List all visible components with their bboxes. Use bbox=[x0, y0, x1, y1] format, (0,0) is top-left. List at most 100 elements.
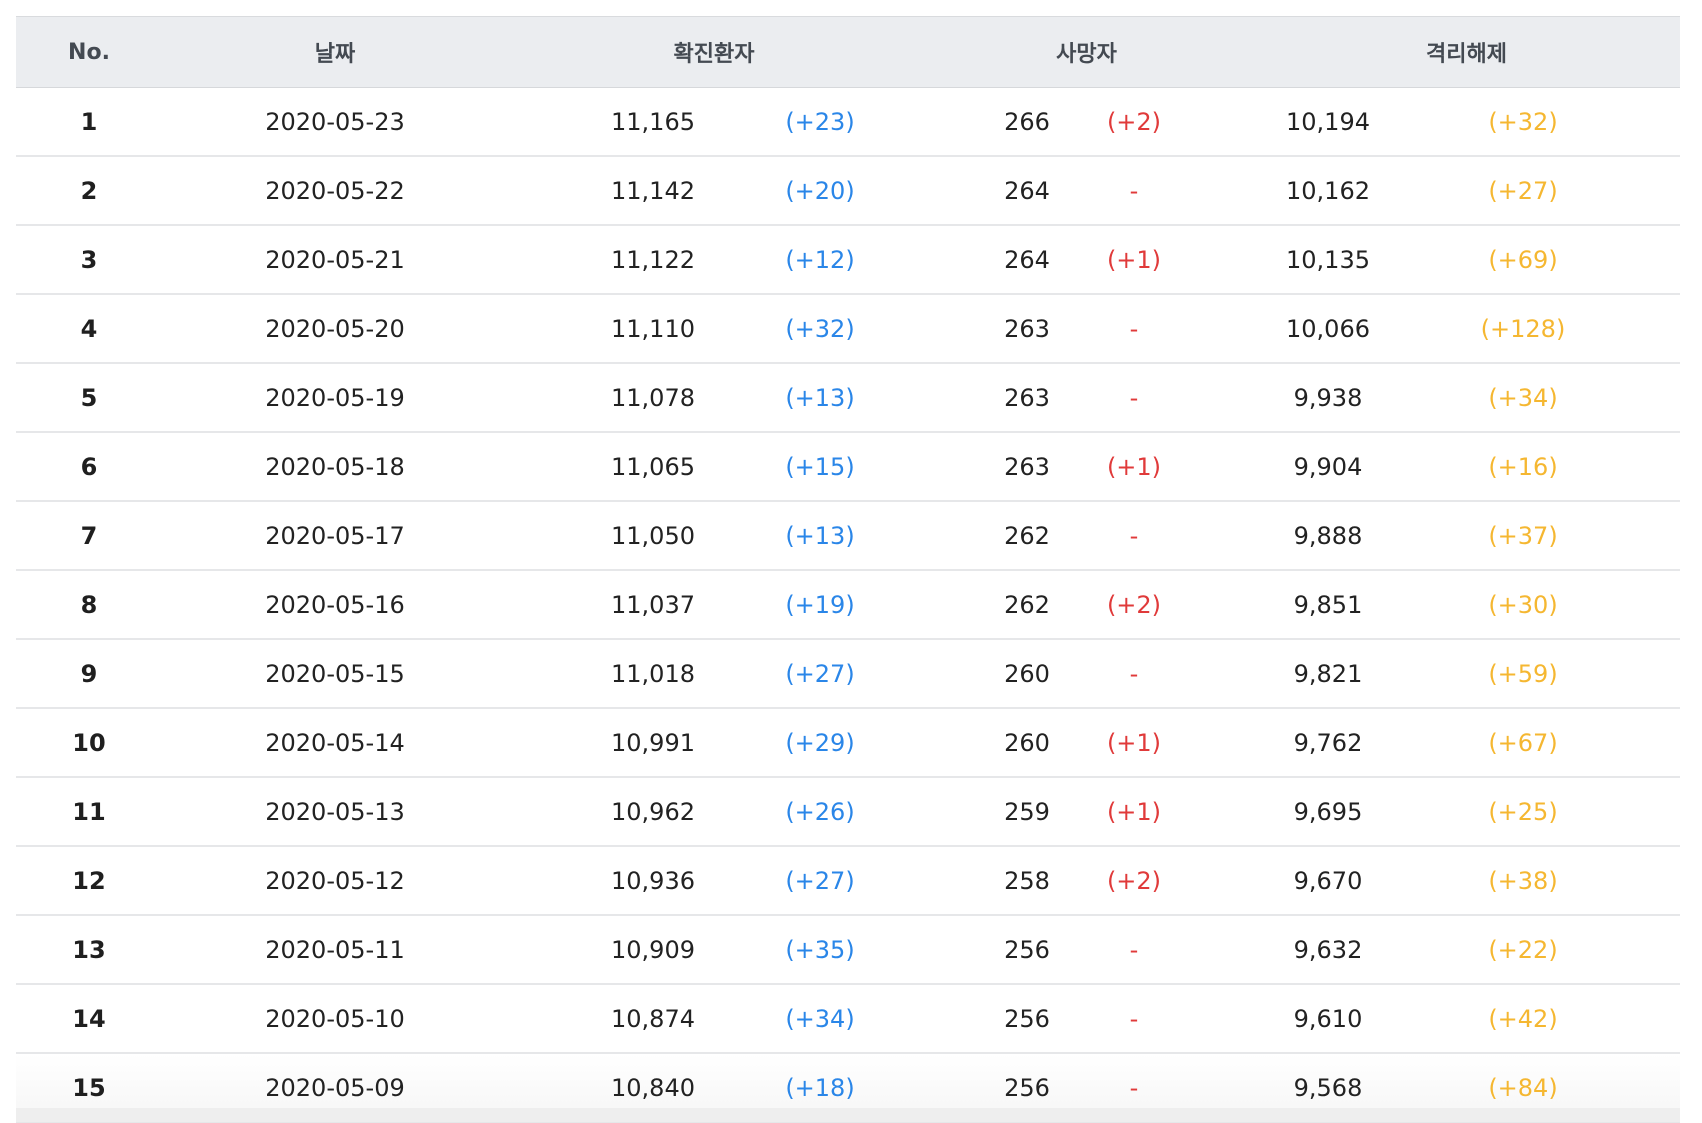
row-deaths-cell: 256 - bbox=[920, 936, 1253, 964]
deaths-delta: - bbox=[1129, 383, 1139, 412]
row-date: 2020-05-12 bbox=[265, 866, 405, 895]
row-no: 9 bbox=[80, 659, 98, 688]
table-row[interactable]: 5 2020-05-19 11,078 (+13) 263 - 9,938 (+… bbox=[16, 364, 1680, 433]
table-body: 1 2020-05-23 11,165 (+23) 266 (+2) 10,19… bbox=[16, 88, 1680, 1123]
confirmed-value: 10,874 bbox=[611, 1004, 695, 1033]
header-confirmed[interactable]: 확진환자 bbox=[673, 42, 755, 67]
row-no: 15 bbox=[72, 1073, 106, 1102]
row-confirmed-cell: 10,936 (+27) bbox=[508, 867, 920, 895]
table-row[interactable]: 6 2020-05-18 11,065 (+15) 263 (+1) 9,904… bbox=[16, 433, 1680, 502]
confirmed-delta: (+23) bbox=[785, 107, 855, 136]
confirmed-value: 11,122 bbox=[611, 245, 695, 274]
row-deaths-cell: 262 - bbox=[920, 522, 1253, 550]
row-released-cell: 9,904 (+16) bbox=[1253, 453, 1680, 481]
header-deaths[interactable]: 사망자 bbox=[1056, 42, 1117, 67]
confirmed-delta: (+13) bbox=[785, 383, 855, 412]
released-delta: (+67) bbox=[1488, 728, 1558, 757]
released-value: 10,194 bbox=[1286, 107, 1370, 136]
row-released-cell: 9,568 (+84) bbox=[1253, 1074, 1680, 1102]
released-value: 10,066 bbox=[1286, 314, 1370, 343]
row-no: 10 bbox=[72, 728, 106, 757]
confirmed-delta: (+32) bbox=[785, 314, 855, 343]
deaths-delta: (+1) bbox=[1106, 728, 1162, 757]
row-date: 2020-05-14 bbox=[265, 728, 405, 757]
table-row[interactable]: 2 2020-05-22 11,142 (+20) 264 - 10,162 (… bbox=[16, 157, 1680, 226]
row-confirmed-cell: 11,078 (+13) bbox=[508, 384, 920, 412]
row-released-cell: 9,695 (+25) bbox=[1253, 798, 1680, 826]
table-row[interactable]: 4 2020-05-20 11,110 (+32) 263 - 10,066 (… bbox=[16, 295, 1680, 364]
table-row[interactable]: 7 2020-05-17 11,050 (+13) 262 - 9,888 (+… bbox=[16, 502, 1680, 571]
deaths-delta: - bbox=[1129, 659, 1139, 688]
released-value: 9,851 bbox=[1293, 590, 1363, 619]
deaths-delta: - bbox=[1129, 1073, 1139, 1102]
row-released-cell: 9,938 (+34) bbox=[1253, 384, 1680, 412]
row-no: 2 bbox=[80, 176, 98, 205]
header-no[interactable]: No. bbox=[68, 39, 110, 65]
deaths-value: 256 bbox=[1004, 935, 1050, 964]
covid-stats-table: No. 날짜 확진환자 사망자 격리해제 1 2020-05-23 11,165… bbox=[16, 16, 1680, 1123]
table-row[interactable]: 10 2020-05-14 10,991 (+29) 260 (+1) 9,76… bbox=[16, 709, 1680, 778]
confirmed-value: 10,840 bbox=[611, 1073, 695, 1102]
row-no: 5 bbox=[80, 383, 98, 412]
table-header: No. 날짜 확진환자 사망자 격리해제 bbox=[16, 16, 1680, 88]
table-row[interactable]: 12 2020-05-12 10,936 (+27) 258 (+2) 9,67… bbox=[16, 847, 1680, 916]
table-row[interactable]: 14 2020-05-10 10,874 (+34) 256 - 9,610 (… bbox=[16, 985, 1680, 1054]
deaths-value: 266 bbox=[1004, 107, 1050, 136]
row-released-cell: 9,762 (+67) bbox=[1253, 729, 1680, 757]
confirmed-delta: (+18) bbox=[785, 1073, 855, 1102]
row-date: 2020-05-09 bbox=[265, 1073, 405, 1102]
deaths-delta: (+1) bbox=[1106, 245, 1162, 274]
row-deaths-cell: 260 - bbox=[920, 660, 1253, 688]
header-released[interactable]: 격리해제 bbox=[1426, 42, 1507, 67]
table-row[interactable]: 1 2020-05-23 11,165 (+23) 266 (+2) 10,19… bbox=[16, 88, 1680, 157]
deaths-value: 264 bbox=[1004, 176, 1050, 205]
row-date: 2020-05-10 bbox=[265, 1004, 405, 1033]
row-confirmed-cell: 11,018 (+27) bbox=[508, 660, 920, 688]
confirmed-delta: (+12) bbox=[785, 245, 855, 274]
row-released-cell: 9,610 (+42) bbox=[1253, 1005, 1680, 1033]
row-released-cell: 10,194 (+32) bbox=[1253, 108, 1680, 136]
released-delta: (+22) bbox=[1488, 935, 1558, 964]
released-value: 9,888 bbox=[1293, 521, 1363, 550]
released-value: 9,821 bbox=[1293, 659, 1363, 688]
row-date: 2020-05-13 bbox=[265, 797, 405, 826]
table-row[interactable]: 8 2020-05-16 11,037 (+19) 262 (+2) 9,851… bbox=[16, 571, 1680, 640]
confirmed-value: 11,018 bbox=[611, 659, 695, 688]
row-no: 14 bbox=[72, 1004, 106, 1033]
confirmed-delta: (+27) bbox=[785, 866, 855, 895]
released-value: 9,762 bbox=[1293, 728, 1363, 757]
released-value: 9,632 bbox=[1293, 935, 1363, 964]
row-released-cell: 9,632 (+22) bbox=[1253, 936, 1680, 964]
table-row[interactable]: 3 2020-05-21 11,122 (+12) 264 (+1) 10,13… bbox=[16, 226, 1680, 295]
row-date: 2020-05-11 bbox=[265, 935, 405, 964]
deaths-value: 258 bbox=[1004, 866, 1050, 895]
row-date: 2020-05-20 bbox=[265, 314, 405, 343]
row-no: 8 bbox=[80, 590, 98, 619]
released-value: 9,610 bbox=[1293, 1004, 1363, 1033]
confirmed-delta: (+15) bbox=[785, 452, 855, 481]
row-released-cell: 9,670 (+38) bbox=[1253, 867, 1680, 895]
row-no: 3 bbox=[80, 245, 98, 274]
row-date: 2020-05-21 bbox=[265, 245, 405, 274]
row-confirmed-cell: 11,165 (+23) bbox=[508, 108, 920, 136]
confirmed-value: 11,065 bbox=[611, 452, 695, 481]
header-date[interactable]: 날짜 bbox=[314, 42, 356, 67]
row-released-cell: 9,851 (+30) bbox=[1253, 591, 1680, 619]
table-row[interactable]: 11 2020-05-13 10,962 (+26) 259 (+1) 9,69… bbox=[16, 778, 1680, 847]
table-row[interactable]: 9 2020-05-15 11,018 (+27) 260 - 9,821 (+… bbox=[16, 640, 1680, 709]
released-delta: (+59) bbox=[1488, 659, 1558, 688]
row-date: 2020-05-23 bbox=[265, 107, 405, 136]
table-row[interactable]: 13 2020-05-11 10,909 (+35) 256 - 9,632 (… bbox=[16, 916, 1680, 985]
row-confirmed-cell: 10,909 (+35) bbox=[508, 936, 920, 964]
released-value: 9,568 bbox=[1293, 1073, 1363, 1102]
row-released-cell: 10,066 (+128) bbox=[1253, 315, 1680, 343]
released-delta: (+32) bbox=[1488, 107, 1558, 136]
confirmed-value: 11,165 bbox=[611, 107, 695, 136]
confirmed-delta: (+20) bbox=[785, 176, 855, 205]
released-delta: (+42) bbox=[1488, 1004, 1558, 1033]
row-no: 1 bbox=[80, 107, 98, 136]
row-deaths-cell: 263 - bbox=[920, 315, 1253, 343]
row-deaths-cell: 259 (+1) bbox=[920, 798, 1253, 826]
row-deaths-cell: 264 (+1) bbox=[920, 246, 1253, 274]
row-no: 6 bbox=[80, 452, 98, 481]
